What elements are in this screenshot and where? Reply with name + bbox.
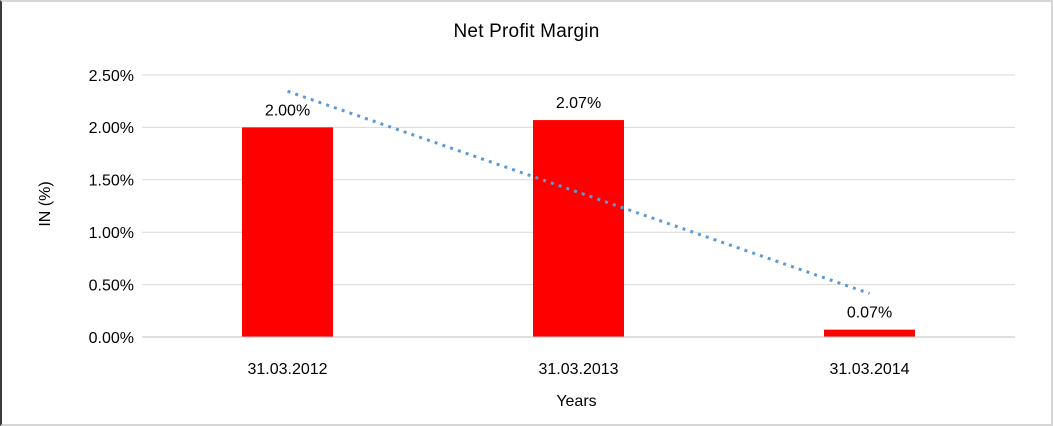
y-tick-label: 2.00%: [89, 120, 134, 137]
bar-data-label: 0.07%: [847, 305, 892, 322]
y-tick-label: 2.50%: [89, 68, 134, 85]
bar: [242, 127, 333, 338]
x-axis-title: Years: [556, 393, 597, 410]
chart-title: Net Profit Margin: [453, 21, 600, 42]
y-tick-label: 1.00%: [89, 225, 134, 242]
bar-data-label: 2.07%: [556, 95, 601, 112]
bar: [533, 120, 624, 338]
x-category-label: 31.03.2012: [247, 361, 327, 378]
x-category-label: 31.03.2013: [538, 361, 618, 378]
bar-data-label: 2.00%: [265, 102, 310, 119]
y-tick-label: 1.50%: [89, 173, 134, 190]
x-category-label: 31.03.2014: [829, 361, 909, 378]
bar: [824, 329, 915, 337]
y-tick-label: 0.00%: [89, 330, 134, 347]
y-tick-label: 0.50%: [89, 277, 134, 294]
